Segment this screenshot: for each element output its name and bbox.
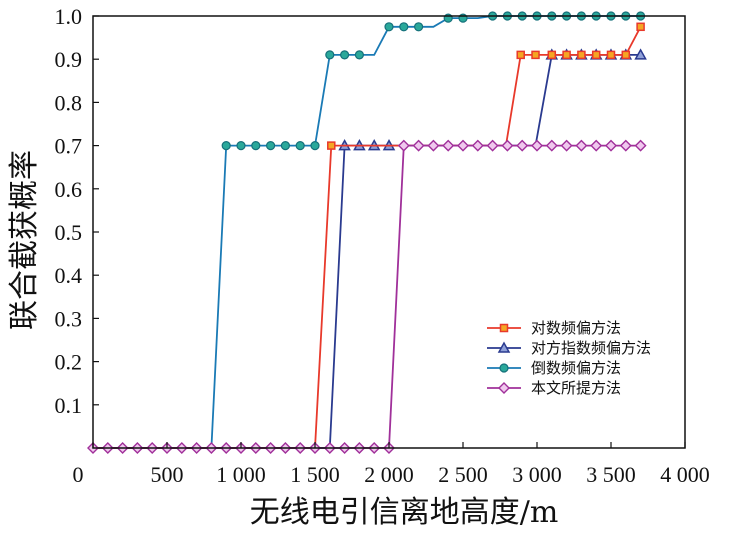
x-tick-label: 0	[73, 462, 84, 487]
data-point	[340, 50, 350, 60]
x-tick-label: 4 000	[660, 462, 710, 487]
data-point	[354, 50, 364, 60]
data-point	[636, 22, 645, 32]
legend-label: 倒数频偏方法	[531, 359, 621, 377]
data-point	[634, 48, 647, 60]
data-point	[531, 50, 540, 60]
data-point	[457, 139, 469, 152]
y-tick-label: 0.8	[55, 90, 83, 115]
data-point	[310, 141, 320, 151]
x-tick-label: 500	[151, 462, 184, 487]
x-tick-label: 2 000	[364, 462, 414, 487]
y-tick-label: 0.4	[55, 263, 83, 288]
data-point	[531, 139, 543, 152]
legend-marker	[497, 341, 511, 353]
data-point	[590, 139, 603, 152]
y-tick-label: 0.5	[55, 220, 83, 245]
data-point	[606, 50, 616, 60]
x-tick-label: 3 500	[586, 462, 636, 487]
data-point	[295, 141, 305, 151]
y-axis-title: 联合截获概率	[7, 150, 42, 330]
data-point	[634, 139, 647, 152]
x-tick-label: 3 000	[512, 462, 562, 487]
data-point	[399, 22, 409, 32]
legend-marker	[499, 323, 509, 333]
legend-label: 对方指数频偏方法	[531, 339, 651, 357]
x-axis-title: 无线电引信离地高度/m	[250, 495, 559, 530]
data-point	[384, 22, 394, 32]
data-point	[280, 141, 290, 151]
legend-label: 本文所提方法	[531, 379, 621, 397]
legend-marker	[498, 382, 510, 394]
data-point	[325, 50, 335, 60]
data-point	[516, 50, 525, 60]
data-point	[427, 139, 440, 152]
data-point	[221, 141, 231, 151]
series-line	[93, 144, 641, 449]
data-point	[486, 139, 499, 152]
data-point	[412, 139, 425, 152]
data-point	[562, 50, 571, 60]
y-tick-label: 0.7	[55, 134, 83, 159]
data-point	[327, 141, 336, 150]
data-point	[575, 139, 588, 152]
data-point	[266, 141, 276, 151]
y-tick-label: 0.3	[55, 306, 83, 331]
data-point	[516, 139, 529, 152]
data-point	[621, 50, 631, 60]
data-point	[547, 50, 557, 60]
data-point	[501, 139, 514, 152]
data-point	[414, 22, 424, 32]
data-point	[591, 50, 601, 60]
y-tick-label: 0.1	[55, 393, 83, 418]
y-tick-label: 1.0	[55, 4, 83, 29]
data-point	[605, 139, 617, 152]
data-point	[397, 139, 410, 152]
data-point	[471, 139, 484, 152]
data-point	[442, 139, 455, 152]
axes: 0 500 1 000 1 500 2 000 2 500 3 000 3 500 4 000 0…	[55, 4, 710, 487]
x-tick-label: 1 500	[290, 462, 340, 487]
data-point	[545, 139, 558, 152]
series-line	[93, 15, 641, 449]
legend-marker	[499, 363, 509, 373]
y-tick-label: 0.6	[55, 177, 83, 202]
data-point	[560, 139, 573, 152]
x-tick-label: 1 000	[216, 462, 266, 487]
data-point	[577, 50, 586, 60]
data-point	[619, 139, 632, 152]
y-tick-label: 0.2	[55, 350, 83, 375]
data-point	[251, 141, 261, 151]
legend-label: 对数频偏方法	[531, 319, 621, 337]
x-tick-label: 2 500	[438, 462, 488, 487]
y-tick-label: 0.9	[55, 47, 83, 72]
data-point	[236, 141, 246, 151]
